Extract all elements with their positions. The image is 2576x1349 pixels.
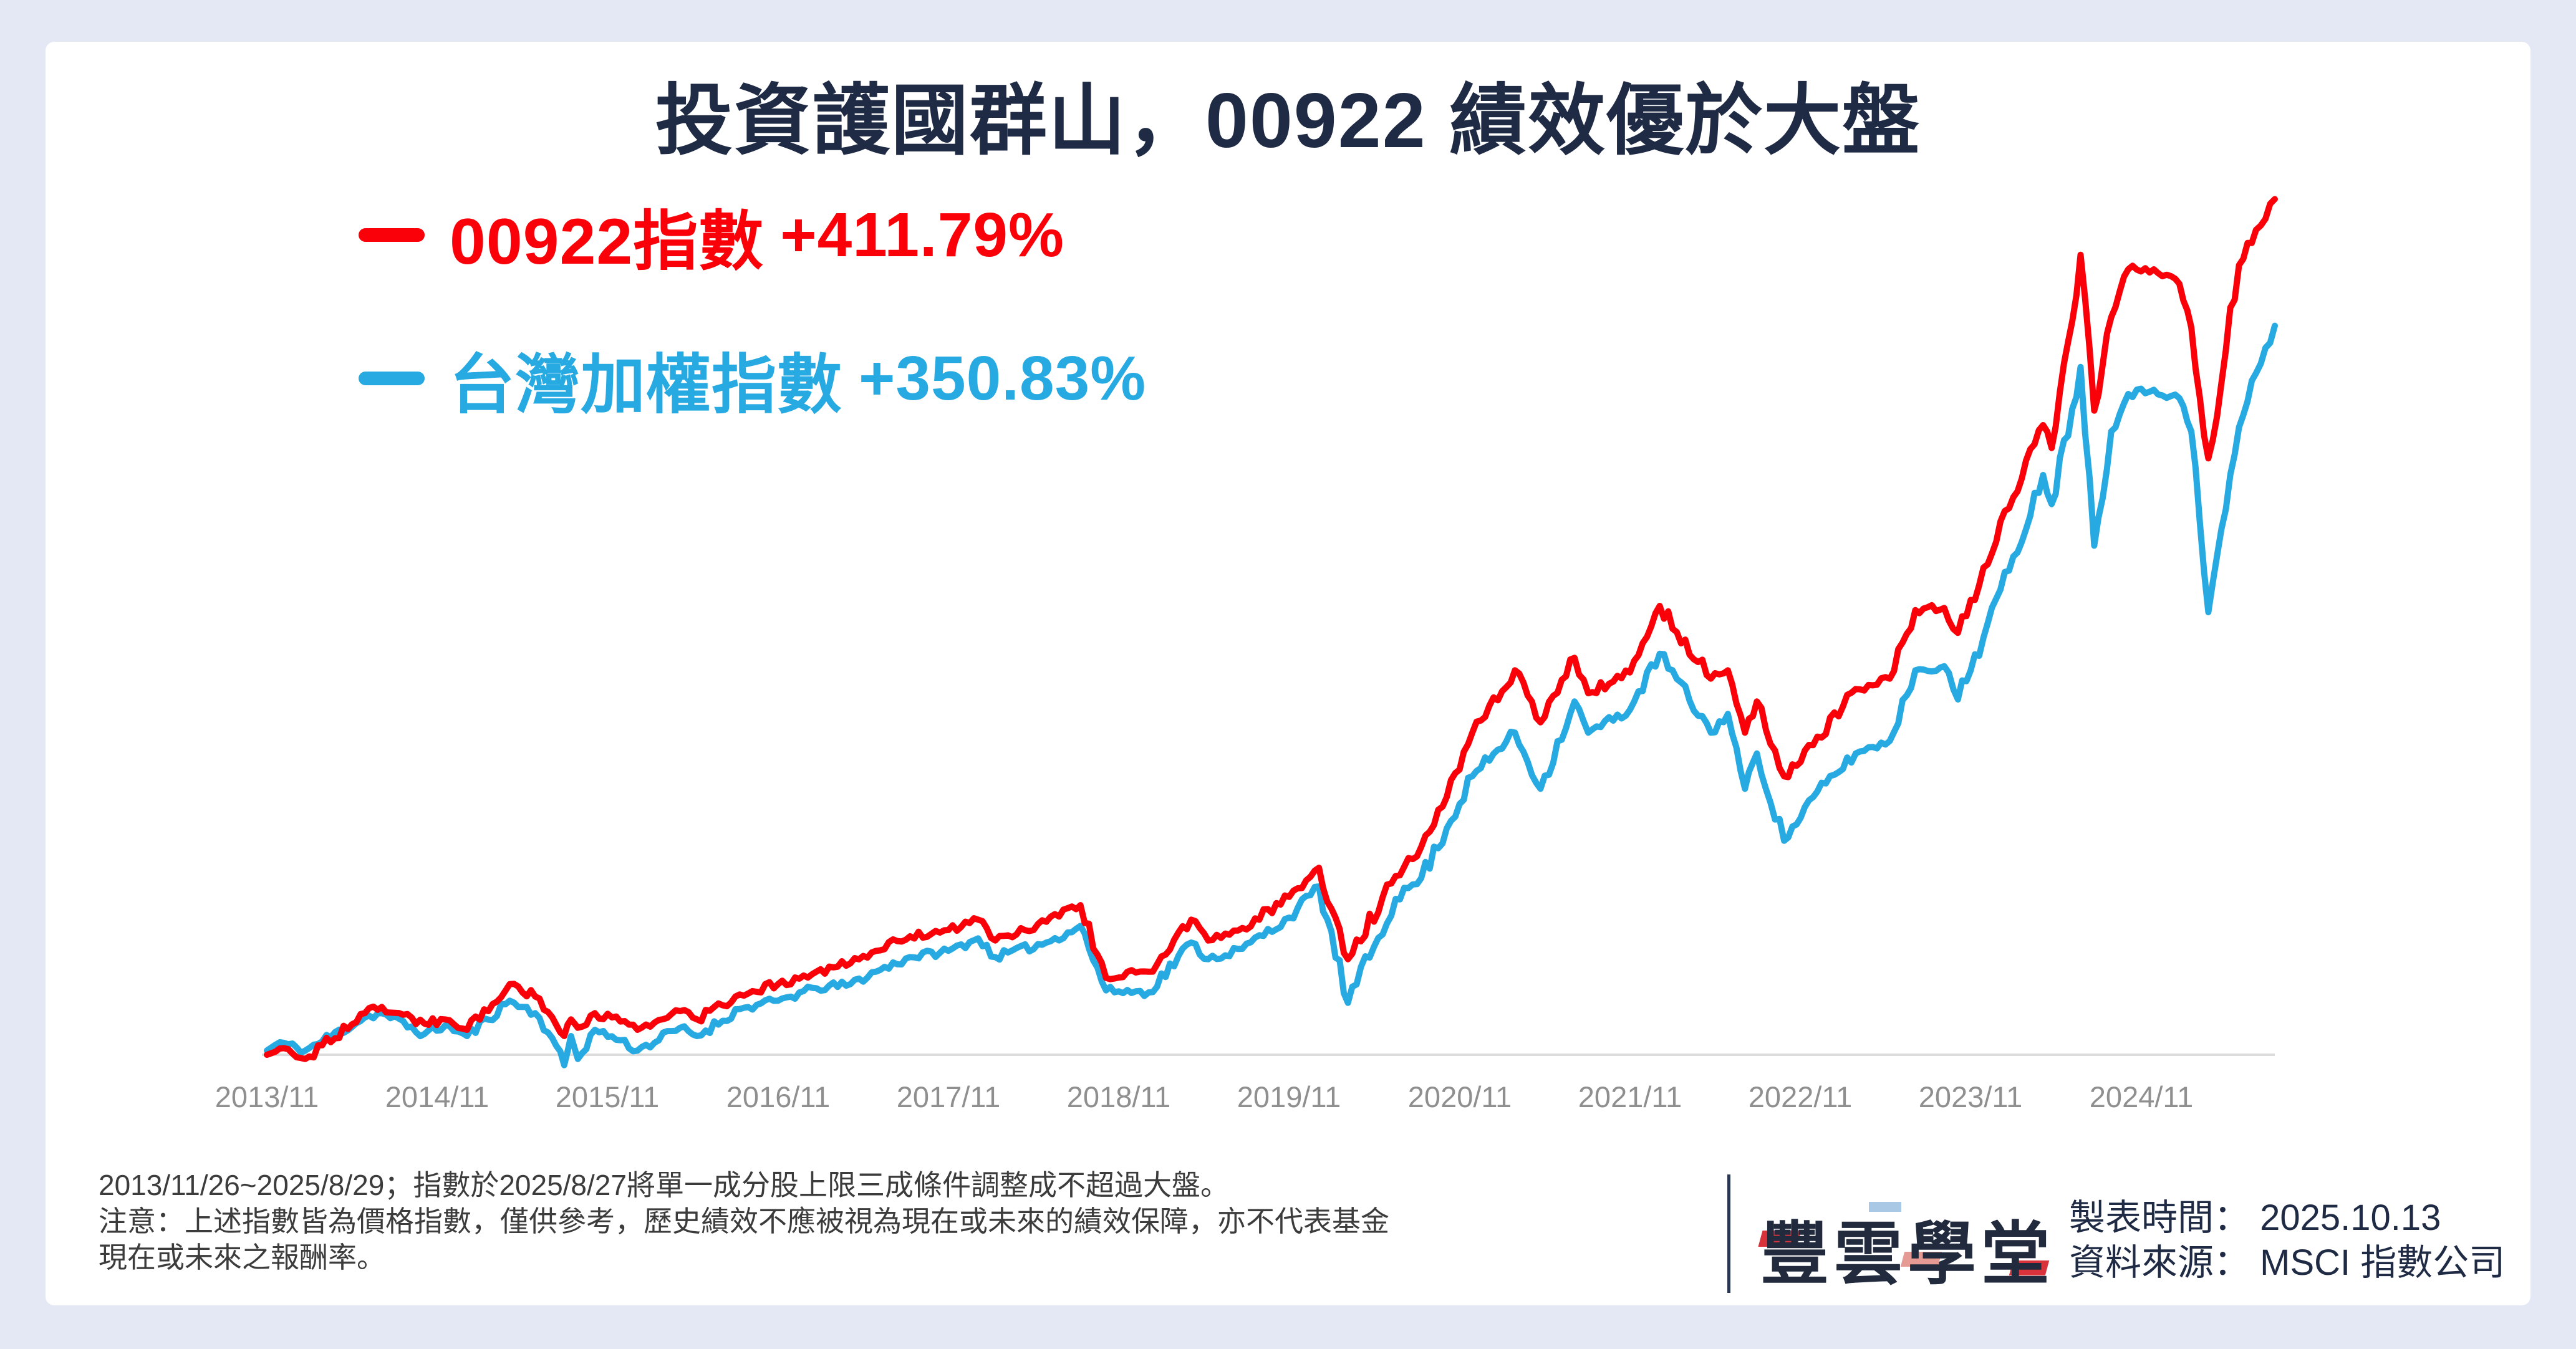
blue-line-swatch-icon	[359, 372, 425, 385]
logo-blue-accent	[1869, 1202, 1901, 1212]
footnote-line: 現在或未來之報酬率。	[99, 1241, 385, 1274]
red-line-swatch-icon	[359, 228, 425, 242]
meta-label: 資料來源：	[2069, 1242, 2250, 1283]
footer-divider	[1727, 1174, 1730, 1293]
chart-meta: 製表時間： 2025.10.13 資料來源： MSCI 指數公司	[2069, 1196, 2505, 1285]
chart-card	[46, 42, 2530, 1305]
legend-value: +350.83%	[859, 343, 1147, 413]
brand-logo: 豐雲學堂	[1758, 1198, 2060, 1293]
meta-created: 製表時間： 2025.10.13	[2069, 1196, 2505, 1241]
footnote-line: 2013/11/26~2025/8/29；指數於2025/8/27將單一成分股上…	[99, 1169, 1229, 1201]
series-line-00922	[264, 196, 2278, 1062]
chart-legend: 00922指數 +411.79% 台灣加權指數 +350.83%	[359, 198, 1146, 485]
legend-label: 00922指數	[450, 205, 765, 278]
series-line-taiex	[264, 322, 2278, 1068]
meta-label: 製表時間：	[2069, 1198, 2250, 1238]
legend-value: +411.79%	[780, 199, 1064, 270]
legend-item-taiex: 台灣加權指數 +350.83%	[359, 342, 1147, 421]
meta-value: MSCI 指數公司	[2260, 1242, 2506, 1283]
page-title: 投資護國群山，00922 績效優於大盤	[655, 78, 1921, 164]
footnote-line: 注意：上述指數皆為價格指數，僅供參考，歷史績效不應被視為現在或未來的績效保障，亦…	[99, 1205, 1389, 1237]
legend-label: 台灣加權指數	[450, 348, 843, 421]
legend-item-00922: 00922指數 +411.79%	[359, 198, 1146, 278]
meta-value: 2025.10.13	[2260, 1198, 2441, 1238]
brand-logo-text: 豐雲學堂	[1760, 1216, 2055, 1293]
meta-source: 資料來源： MSCI 指數公司	[2069, 1241, 2505, 1285]
footnote: 2013/11/26~2025/8/29；指數於2025/8/27將單一成分股上…	[99, 1167, 1389, 1275]
